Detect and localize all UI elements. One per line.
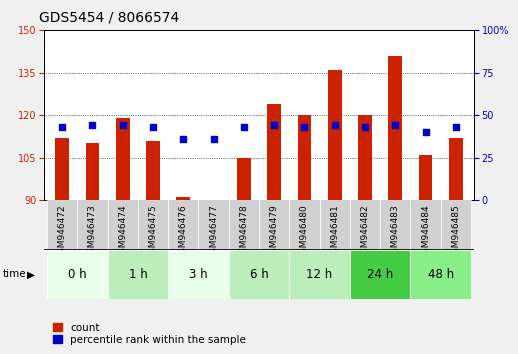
- Bar: [289, 200, 320, 250]
- Text: ▶: ▶: [27, 269, 35, 279]
- Bar: [168, 200, 198, 250]
- Text: GSM946480: GSM946480: [300, 204, 309, 259]
- Legend: count, percentile rank within the sample: count, percentile rank within the sample: [49, 318, 250, 349]
- Bar: [108, 200, 138, 250]
- Text: time: time: [3, 269, 26, 279]
- Bar: [85, 143, 99, 200]
- Text: GSM946482: GSM946482: [361, 204, 369, 259]
- Text: GDS5454 / 8066574: GDS5454 / 8066574: [39, 11, 179, 25]
- Bar: [350, 200, 380, 250]
- Bar: [289, 250, 350, 299]
- Bar: [229, 200, 259, 250]
- Bar: [237, 158, 251, 200]
- Text: GSM946479: GSM946479: [270, 204, 279, 259]
- Bar: [298, 115, 311, 200]
- Point: [58, 124, 66, 130]
- Point: [300, 124, 309, 130]
- Bar: [177, 197, 190, 200]
- Bar: [350, 250, 410, 299]
- Text: 1 h: 1 h: [128, 268, 147, 281]
- Bar: [55, 138, 69, 200]
- Point: [209, 136, 218, 142]
- Bar: [320, 200, 350, 250]
- Text: GSM946476: GSM946476: [179, 204, 188, 259]
- Text: GSM946484: GSM946484: [421, 204, 430, 259]
- Point: [149, 124, 157, 130]
- Text: GSM946481: GSM946481: [330, 204, 339, 259]
- Bar: [116, 118, 130, 200]
- Point: [452, 124, 460, 130]
- Text: GSM946477: GSM946477: [209, 204, 218, 259]
- Bar: [388, 56, 402, 200]
- Bar: [267, 104, 281, 200]
- Bar: [47, 250, 108, 299]
- Bar: [380, 200, 410, 250]
- Bar: [168, 250, 229, 299]
- Bar: [259, 200, 289, 250]
- Bar: [138, 200, 168, 250]
- Bar: [410, 200, 441, 250]
- Point: [240, 124, 248, 130]
- Bar: [449, 138, 463, 200]
- Text: GSM946478: GSM946478: [239, 204, 248, 259]
- Text: 12 h: 12 h: [307, 268, 333, 281]
- Point: [179, 136, 188, 142]
- Point: [421, 129, 429, 135]
- Point: [89, 122, 97, 128]
- Bar: [229, 250, 289, 299]
- Text: GSM946485: GSM946485: [451, 204, 461, 259]
- Text: 3 h: 3 h: [189, 268, 208, 281]
- Bar: [419, 155, 433, 200]
- Bar: [328, 70, 341, 200]
- Text: GSM946475: GSM946475: [149, 204, 157, 259]
- Bar: [146, 141, 160, 200]
- Point: [361, 124, 369, 130]
- Text: 48 h: 48 h: [427, 268, 454, 281]
- Text: 6 h: 6 h: [250, 268, 268, 281]
- Text: GSM946483: GSM946483: [391, 204, 400, 259]
- Text: 24 h: 24 h: [367, 268, 393, 281]
- Point: [119, 122, 127, 128]
- Bar: [358, 115, 372, 200]
- Bar: [198, 200, 229, 250]
- Text: GSM946474: GSM946474: [118, 204, 127, 259]
- Bar: [410, 250, 471, 299]
- Point: [270, 122, 278, 128]
- Text: GSM946473: GSM946473: [88, 204, 97, 259]
- Bar: [441, 200, 471, 250]
- Point: [330, 122, 339, 128]
- Bar: [108, 250, 168, 299]
- Bar: [77, 200, 108, 250]
- Point: [391, 122, 399, 128]
- Text: 0 h: 0 h: [68, 268, 87, 281]
- Text: GSM946472: GSM946472: [57, 204, 67, 259]
- Bar: [47, 200, 77, 250]
